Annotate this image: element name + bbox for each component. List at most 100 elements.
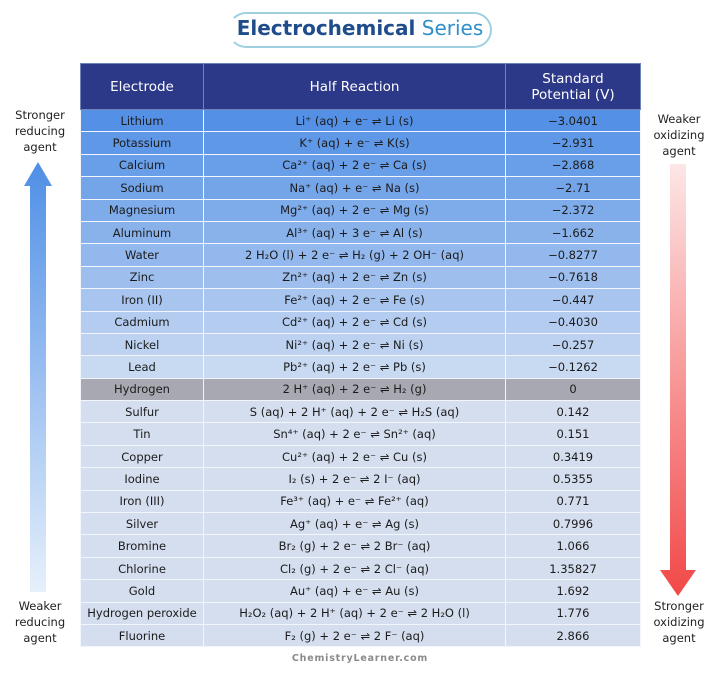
electrode: Calcium	[80, 153, 204, 178]
half-reaction: Fe³⁺ (aq) + e⁻ ⇌ Fe²⁺ (aq)	[203, 489, 506, 514]
half-reaction: Mg²⁺ (aq) + 2 e⁻ ⇌ Mg (s)	[203, 198, 506, 222]
half-reaction: Al³⁺ (aq) + 3 e⁻ ⇌ Al (s)	[203, 220, 506, 245]
electrode: Hydrogen peroxide	[80, 601, 204, 625]
title-accent: Series	[421, 16, 484, 40]
standard-potential: 0.5355	[505, 467, 641, 491]
standard-potential: −2.372	[505, 198, 641, 222]
table-row: Tin Sn⁴⁺ (aq) + 2 e⁻ ⇌ Sn²⁺ (aq) 0.151	[80, 422, 641, 446]
table-row: Copper Cu²⁺ (aq) + 2 e⁻ ⇌ Cu (s) 0.3419	[80, 444, 641, 469]
half-reaction: Na⁺ (aq) + e⁻ ⇌ Na (s)	[203, 176, 506, 200]
standard-potential: −0.1262	[505, 355, 641, 379]
half-reaction: Fe²⁺ (aq) + 2 e⁻ ⇌ Fe (s)	[203, 288, 506, 312]
column-header: Electrode	[80, 63, 204, 110]
half-reaction: Ag⁺ (aq) + e⁻ ⇌ Ag (s)	[203, 512, 506, 536]
table-row: Hydrogen peroxide H₂O₂ (aq) + 2 H⁺ (aq) +…	[80, 601, 641, 625]
table-row: Bromine Br₂ (g) + 2 e⁻ ⇌ 2 Br⁻ (aq) 1.066	[80, 534, 641, 558]
standard-potential: −1.662	[505, 220, 641, 245]
electrode: Nickel	[80, 332, 204, 357]
table-row: Magnesium Mg²⁺ (aq) + 2 e⁻ ⇌ Mg (s) −2.372	[80, 198, 641, 222]
electrode: Cadmium	[80, 310, 204, 334]
half-reaction: 2 H⁺ (aq) + 2 e⁻ ⇌ H₂ (g)	[203, 377, 506, 402]
half-reaction: Ca²⁺ (aq) + 2 e⁻ ⇌ Ca (s)	[203, 153, 506, 178]
header-row: Electrode Half Reaction Standard Potential…	[80, 63, 641, 110]
side-label: Weaker oxidizing agent	[653, 112, 705, 158]
side-label: Weaker reducing agent	[14, 599, 66, 645]
electrode: Lead	[80, 355, 204, 379]
electrode: Aluminum	[80, 220, 204, 245]
electrode: Zinc	[80, 265, 204, 290]
half-reaction: Zn²⁺ (aq) + 2 e⁻ ⇌ Zn (s)	[203, 265, 506, 290]
electrode: Potassium	[80, 131, 204, 155]
table-row: Sulfur S (aq) + 2 H⁺ (aq) + 2 e⁻ ⇌ H₂S (a…	[80, 400, 641, 424]
half-reaction: Sn⁴⁺ (aq) + 2 e⁻ ⇌ Sn²⁺ (aq)	[203, 422, 506, 446]
half-reaction: 2 H₂O (l) + 2 e⁻ ⇌ H₂ (g) + 2 OH⁻ (aq)	[203, 243, 506, 267]
standard-potential: 0.3419	[505, 444, 641, 469]
standard-potential: −0.7618	[505, 265, 641, 290]
electrode: Bromine	[80, 534, 204, 558]
standard-potential: −0.257	[505, 332, 641, 357]
series-table: Electrode Half Reaction Standard Potential…	[80, 63, 641, 648]
electrode: Silver	[80, 512, 204, 536]
electrode: Chlorine	[80, 556, 204, 581]
electrode: Iron (III)	[80, 489, 204, 514]
down-arrow	[660, 164, 696, 596]
standard-potential: −0.4030	[505, 310, 641, 334]
half-reaction: I₂ (s) + 2 e⁻ ⇌ 2 I⁻ (aq)	[203, 467, 506, 491]
electrode: Hydrogen	[80, 377, 204, 402]
table-row: Iodine I₂ (s) + 2 e⁻ ⇌ 2 I⁻ (aq) 0.5355	[80, 467, 641, 491]
electrode: Copper	[80, 444, 204, 469]
standard-potential: 1.776	[505, 601, 641, 625]
standard-potential: 0.7996	[505, 512, 641, 536]
table-row: Nickel Ni²⁺ (aq) + 2 e⁻ ⇌ Ni (s) −0.257	[80, 332, 641, 357]
electrode: Sodium	[80, 176, 204, 200]
electrode: Water	[80, 243, 204, 267]
table-row: Calcium Ca²⁺ (aq) + 2 e⁻ ⇌ Ca (s) −2.868	[80, 153, 641, 178]
half-reaction: K⁺ (aq) + e⁻ ⇌ K(s)	[203, 131, 506, 155]
table-row: Lead Pb²⁺ (aq) + 2 e⁻ ⇌ Pb (s) −0.1262	[80, 355, 641, 379]
table-row: Hydrogen 2 H⁺ (aq) + 2 e⁻ ⇌ H₂ (g) 0	[80, 377, 641, 402]
table-row: Chlorine Cl₂ (g) + 2 e⁻ ⇌ 2 Cl⁻ (aq) 1.358…	[80, 556, 641, 581]
standard-potential: 0.771	[505, 489, 641, 514]
table-row: Lithium Li⁺ (aq) + e⁻ ⇌ Li (s) −3.0401	[80, 108, 641, 133]
standard-potential: −2.71	[505, 176, 641, 200]
half-reaction: Br₂ (g) + 2 e⁻ ⇌ 2 Br⁻ (aq)	[203, 534, 506, 558]
side-label: Stronger oxidizing agent	[653, 599, 705, 645]
standard-potential: 1.066	[505, 534, 641, 558]
electrode: Iodine	[80, 467, 204, 491]
title-frame	[228, 12, 492, 48]
half-reaction: Cd²⁺ (aq) + 2 e⁻ ⇌ Cd (s)	[203, 310, 506, 334]
table-body: Lithium Li⁺ (aq) + e⁻ ⇌ Li (s) −3.0401 Pota…	[80, 108, 641, 648]
standard-potential: 0	[505, 377, 641, 402]
electrode: Fluorine	[80, 623, 204, 648]
standard-potential: 1.35827	[505, 556, 641, 581]
half-reaction: Au⁺ (aq) + e⁻ ⇌ Au (s)	[203, 579, 506, 603]
standard-potential: −0.8277	[505, 243, 641, 267]
title: Electrochemical Series	[0, 16, 720, 40]
electrode: Gold	[80, 579, 204, 603]
up-arrow	[24, 162, 52, 592]
title-main: Electrochemical	[236, 16, 416, 40]
side-label: Stronger reducing agent	[14, 108, 66, 154]
column-header: Standard Potential (V)	[505, 63, 641, 110]
standard-potential: −2.931	[505, 131, 641, 155]
half-reaction: F₂ (g) + 2 e⁻ ⇌ 2 F⁻ (aq)	[203, 623, 506, 648]
standard-potential: 1.692	[505, 579, 641, 603]
half-reaction: S (aq) + 2 H⁺ (aq) + 2 e⁻ ⇌ H₂S (aq)	[203, 400, 506, 424]
standard-potential: −2.868	[505, 153, 641, 178]
table-row: Zinc Zn²⁺ (aq) + 2 e⁻ ⇌ Zn (s) −0.7618	[80, 265, 641, 290]
table-row: Potassium K⁺ (aq) + e⁻ ⇌ K(s) −2.931	[80, 131, 641, 155]
standard-potential: 2.866	[505, 623, 641, 648]
table-row: Silver Ag⁺ (aq) + e⁻ ⇌ Ag (s) 0.7996	[80, 512, 641, 536]
half-reaction: Pb²⁺ (aq) + 2 e⁻ ⇌ Pb (s)	[203, 355, 506, 379]
table-row: Cadmium Cd²⁺ (aq) + 2 e⁻ ⇌ Cd (s) −0.4030	[80, 310, 641, 334]
half-reaction: Ni²⁺ (aq) + 2 e⁻ ⇌ Ni (s)	[203, 332, 506, 357]
table-row: Fluorine F₂ (g) + 2 e⁻ ⇌ 2 F⁻ (aq) 2.866	[80, 623, 641, 648]
table-row: Aluminum Al³⁺ (aq) + 3 e⁻ ⇌ Al (s) −1.662	[80, 220, 641, 245]
footer: ChemistryLearner.com	[291, 653, 429, 664]
standard-potential: −3.0401	[505, 108, 641, 133]
half-reaction: H₂O₂ (aq) + 2 H⁺ (aq) + 2 e⁻ ⇌ 2 H₂O (l)	[203, 601, 506, 625]
electrode: Tin	[80, 422, 204, 446]
electrode: Lithium	[80, 108, 204, 133]
electrode: Iron (II)	[80, 288, 204, 312]
